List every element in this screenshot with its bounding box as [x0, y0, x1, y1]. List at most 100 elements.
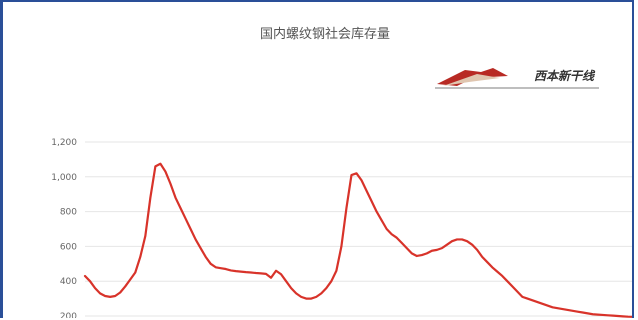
- data-point: [546, 304, 549, 307]
- data-point: [622, 315, 624, 317]
- data-point: [466, 240, 468, 242]
- data-point: [592, 313, 594, 315]
- data-point: [381, 219, 383, 221]
- data-point: [114, 295, 116, 297]
- data-point: [441, 247, 443, 249]
- data-point: [456, 238, 458, 241]
- data-point: [541, 303, 544, 305]
- data-point: [235, 270, 237, 272]
- data-point: [632, 316, 633, 317]
- data-point: [451, 240, 453, 242]
- data-point: [250, 271, 252, 274]
- data-point: [551, 306, 554, 308]
- chart-title: 国内螺纹钢社会库存量: [260, 26, 390, 42]
- data-point: [577, 311, 579, 313]
- data-point: [572, 310, 574, 312]
- data-point: [300, 296, 302, 298]
- data-point: [89, 280, 91, 282]
- data-point: [94, 287, 96, 289]
- data-point: [159, 163, 162, 165]
- data-point: [365, 190, 368, 192]
- data-point: [164, 170, 167, 173]
- data-point: [144, 235, 146, 237]
- data-point: [506, 280, 508, 282]
- data-point: [149, 197, 151, 199]
- data-point: [285, 280, 287, 282]
- data-point: [597, 314, 599, 316]
- data-point: [305, 298, 307, 300]
- data-point: [210, 263, 212, 265]
- data-point: [169, 183, 172, 185]
- data-point: [391, 233, 393, 235]
- data-point: [139, 256, 141, 258]
- data-point: [255, 272, 257, 274]
- data-point: [179, 207, 182, 209]
- data-point: [270, 277, 272, 279]
- data-point: [230, 269, 232, 272]
- data-point: [431, 250, 433, 252]
- data-point: [567, 309, 569, 311]
- data-point: [109, 296, 111, 298]
- data-point: [396, 237, 398, 239]
- data-point: [99, 292, 101, 294]
- data-point: [310, 298, 312, 300]
- data-point: [360, 179, 363, 181]
- data-point: [476, 249, 478, 251]
- data-point: [421, 254, 423, 256]
- data-point: [481, 256, 483, 258]
- y-tick-label: 1,200: [51, 138, 77, 148]
- data-point: [220, 267, 222, 269]
- data-point: [471, 244, 473, 246]
- data-point: [461, 238, 463, 241]
- data-point: [340, 245, 343, 247]
- data-point: [491, 266, 493, 268]
- data-point: [245, 271, 247, 273]
- data-point: [124, 285, 126, 288]
- data-point: [225, 268, 227, 270]
- data-point: [355, 172, 358, 174]
- data-point: [195, 238, 197, 241]
- data-point: [134, 271, 136, 274]
- data-point: [119, 291, 121, 294]
- data-point: [526, 298, 529, 300]
- data-point: [275, 270, 277, 272]
- data-point: [154, 165, 156, 167]
- data-point: [174, 197, 177, 199]
- logo-mark-icon: [435, 68, 599, 89]
- data-point: [215, 266, 217, 268]
- data-point: [501, 275, 503, 277]
- data-point: [612, 315, 614, 317]
- y-tick-label: 200: [60, 312, 77, 318]
- data-point: [486, 261, 488, 263]
- brand-logo: 西本新干线: [435, 68, 599, 89]
- data-point: [416, 255, 418, 257]
- data-point: [587, 312, 589, 314]
- data-point: [240, 271, 242, 273]
- data-point: [436, 249, 438, 251]
- data-point: [556, 307, 559, 309]
- y-tick-label: 400: [60, 277, 77, 287]
- data-point: [496, 271, 498, 273]
- data-point: [205, 256, 207, 258]
- data-point: [325, 287, 327, 289]
- chart-area: 国内螺纹钢社会库存量 西本新干线 1,200 1,000 800 600 400 200: [51, 26, 633, 318]
- data-point: [511, 285, 513, 288]
- data-point: [602, 314, 604, 316]
- data-point: [536, 301, 539, 303]
- data-point: [521, 296, 523, 298]
- y-tick-label: 1,000: [51, 173, 77, 183]
- data-point: [406, 247, 408, 249]
- data-point: [129, 278, 131, 281]
- data-point: [315, 296, 317, 298]
- data-points: [84, 163, 633, 318]
- data-point: [386, 228, 388, 230]
- data-point: [189, 228, 192, 230]
- data-point: [260, 272, 262, 274]
- y-tick-label: 800: [60, 208, 77, 218]
- data-point: [617, 315, 619, 317]
- data-point: [184, 217, 187, 220]
- data-point: [345, 207, 348, 209]
- data-point: [84, 275, 86, 277]
- data-point: [607, 314, 609, 316]
- data-point: [320, 292, 322, 294]
